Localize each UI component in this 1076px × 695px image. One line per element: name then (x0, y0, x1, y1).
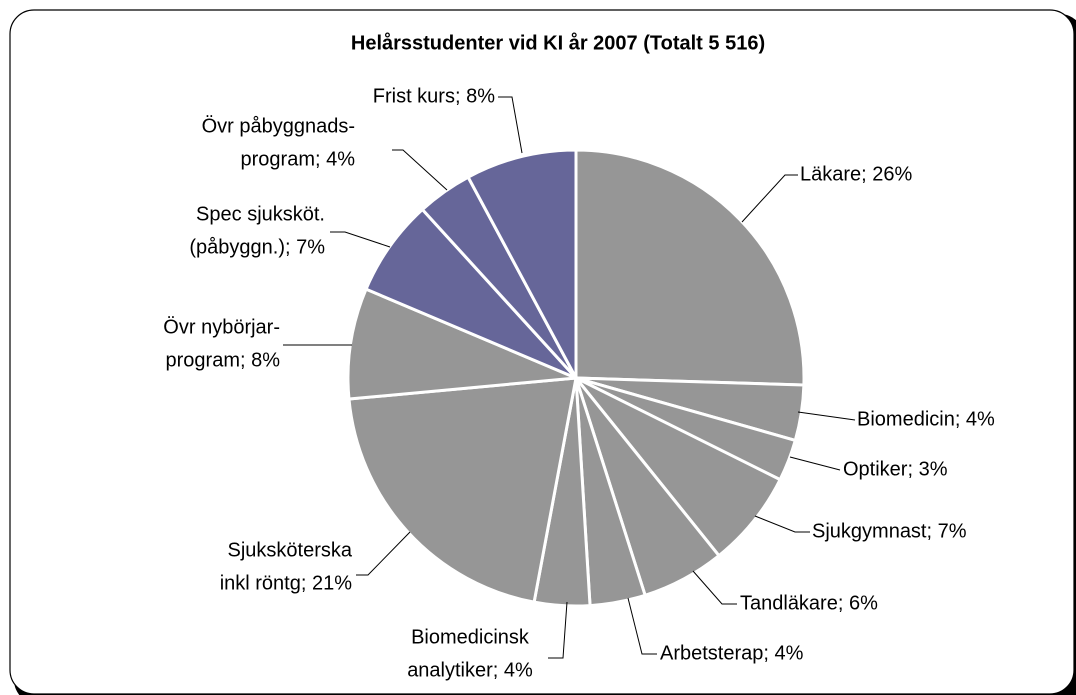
data-label: Övr påbyggnads- (202, 115, 355, 137)
leader-line (392, 149, 448, 191)
data-label: analytiker; 4% (407, 659, 533, 681)
leader-line (789, 456, 841, 471)
data-label: Sjuksköterska (228, 539, 353, 561)
leader-line (797, 411, 856, 421)
data-label: program; 4% (241, 148, 356, 170)
leader-line (754, 515, 810, 533)
pie-slice (347, 376, 578, 604)
leader-line (498, 96, 523, 154)
data-label: Spec sjuksköt. (196, 203, 325, 225)
data-label: program; 8% (166, 349, 281, 371)
data-label: (påbyggn.); 7% (189, 236, 325, 258)
leader-line (356, 531, 411, 576)
data-label: Läkare; 26% (800, 163, 913, 185)
pie-slice (574, 148, 806, 387)
leader-line (627, 597, 657, 655)
leader-line (741, 174, 798, 223)
data-label: Arbetsterap; 4% (660, 642, 804, 664)
data-label: Biomedicinsk (411, 626, 530, 648)
data-label: Frist kurs; 8% (373, 85, 495, 107)
data-label: Övr nybörjar- (163, 316, 280, 338)
leader-line (692, 570, 737, 605)
data-label: Sjukgymnast; 7% (812, 520, 967, 542)
leader-line (548, 601, 568, 659)
data-label: inkl röntg; 21% (220, 572, 353, 594)
leader-line (330, 231, 391, 248)
data-label: Optiker; 3% (843, 458, 948, 480)
pie-slice (346, 287, 577, 401)
pie-slice (466, 148, 578, 379)
data-label: Tandläkare; 6% (740, 592, 878, 614)
data-label: Biomedicin; 4% (857, 408, 995, 430)
chart-title: Helårsstudenter vid KI år 2007 (Totalt 5… (351, 31, 765, 54)
